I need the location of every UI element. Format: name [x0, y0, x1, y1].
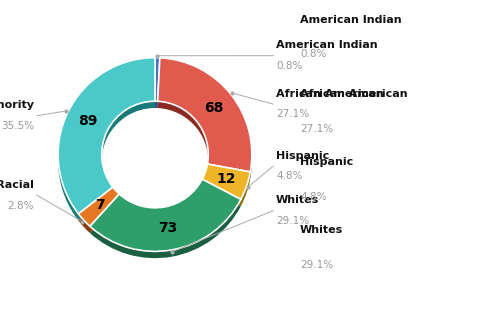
Wedge shape: [202, 171, 250, 206]
Wedge shape: [58, 64, 155, 221]
Text: Hispanic: Hispanic: [276, 151, 330, 161]
Text: 27.1%: 27.1%: [276, 109, 309, 120]
Wedge shape: [78, 187, 119, 226]
Wedge shape: [155, 64, 160, 108]
Wedge shape: [202, 164, 250, 199]
Text: Hispanic: Hispanic: [300, 157, 353, 167]
Text: 0.8%: 0.8%: [276, 61, 302, 71]
Text: 73: 73: [158, 222, 178, 235]
Text: 0.8%: 0.8%: [300, 49, 326, 59]
Text: Minority: Minority: [0, 100, 34, 110]
Text: 12: 12: [216, 172, 236, 186]
Text: 4.8%: 4.8%: [276, 171, 302, 181]
Wedge shape: [58, 57, 155, 214]
Text: 2.8%: 2.8%: [8, 201, 34, 210]
Wedge shape: [90, 186, 241, 258]
Text: African American: African American: [276, 89, 384, 99]
Text: American Indian: American Indian: [300, 15, 402, 25]
Text: African American: African American: [300, 89, 408, 99]
Text: 27.1%: 27.1%: [300, 124, 333, 133]
Wedge shape: [90, 179, 241, 252]
Text: 29.1%: 29.1%: [300, 260, 333, 269]
Text: Whites: Whites: [300, 225, 343, 235]
Text: Multi-Racial: Multi-Racial: [0, 180, 34, 190]
Text: 68: 68: [204, 101, 224, 115]
Text: 4.8%: 4.8%: [300, 192, 326, 201]
Text: American Indian: American Indian: [276, 40, 378, 50]
Text: Whites: Whites: [276, 195, 320, 205]
Text: 7: 7: [95, 198, 104, 212]
Text: 29.1%: 29.1%: [276, 216, 309, 226]
Wedge shape: [78, 194, 119, 233]
Wedge shape: [155, 57, 160, 101]
Wedge shape: [158, 65, 252, 179]
Text: 35.5%: 35.5%: [1, 121, 34, 131]
Text: 89: 89: [78, 114, 98, 129]
Wedge shape: [158, 58, 252, 172]
